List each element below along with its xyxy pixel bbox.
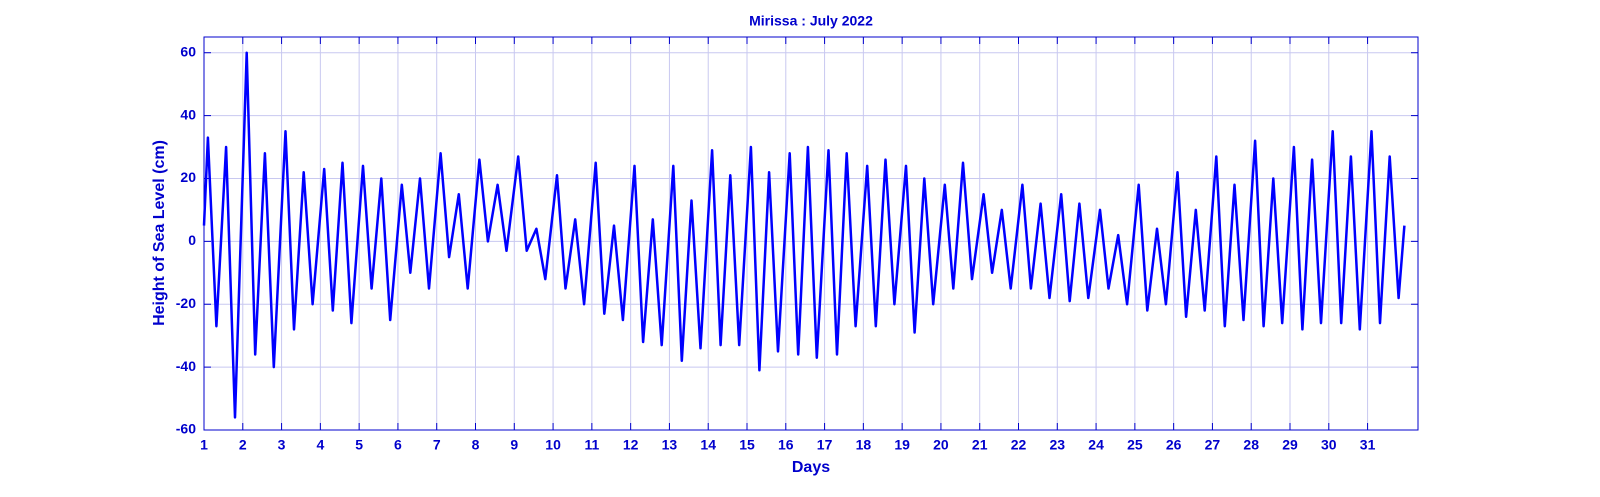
x-tick-label: 8 <box>472 437 480 453</box>
y-tick-label: 20 <box>180 169 196 185</box>
x-tick-label: 24 <box>1088 437 1104 453</box>
sea-level-line <box>202 51 1406 419</box>
y-tick-label: 40 <box>180 106 196 122</box>
plot-frame <box>203 36 1419 431</box>
x-tick-label: 13 <box>662 437 678 453</box>
x-tick-label: 12 <box>623 437 639 453</box>
x-tick-label: 1 <box>200 437 208 453</box>
y-tick-label: -20 <box>176 295 196 311</box>
x-tick-label: 26 <box>1166 437 1182 453</box>
x-tick-label: 20 <box>933 437 949 453</box>
x-tick-label: 30 <box>1321 437 1337 453</box>
x-tick-label: 17 <box>817 437 833 453</box>
x-tick-label: 28 <box>1243 437 1259 453</box>
x-tick-label: 18 <box>856 437 872 453</box>
x-tick-label: 22 <box>1011 437 1027 453</box>
x-tick-label: 11 <box>584 437 599 453</box>
x-tick-label: 16 <box>778 437 794 453</box>
x-tick-label: 5 <box>355 437 363 453</box>
x-axis-label: Days <box>792 459 830 476</box>
x-tick-label: 27 <box>1205 437 1221 453</box>
x-tick-label: 14 <box>700 437 716 453</box>
x-tick-label: 3 <box>278 437 286 453</box>
x-tick-label: 25 <box>1127 437 1143 453</box>
x-tick-label: 19 <box>894 437 910 453</box>
x-tick-label: 29 <box>1282 437 1298 453</box>
x-tick-label: 4 <box>316 437 324 453</box>
y-tick-label: 60 <box>180 43 196 59</box>
y-tick-label: -40 <box>176 358 196 374</box>
x-tick-label: 6 <box>394 437 402 453</box>
y-tick-label: -60 <box>176 421 196 437</box>
x-tick-label: 15 <box>739 437 755 453</box>
x-tick-label: 10 <box>545 437 561 453</box>
x-tick-label: 31 <box>1360 437 1376 453</box>
x-tick-label: 21 <box>972 437 988 453</box>
x-tick-label: 7 <box>433 437 441 453</box>
y-tick-label: 0 <box>188 232 196 248</box>
x-tick-label: 2 <box>239 437 247 453</box>
chart-title: Mirissa : July 2022 <box>749 13 873 29</box>
x-tick-label: 9 <box>510 437 518 453</box>
y-axis-label: Height of Sea Level (cm) <box>151 140 168 326</box>
x-tick-label: 23 <box>1050 437 1066 453</box>
